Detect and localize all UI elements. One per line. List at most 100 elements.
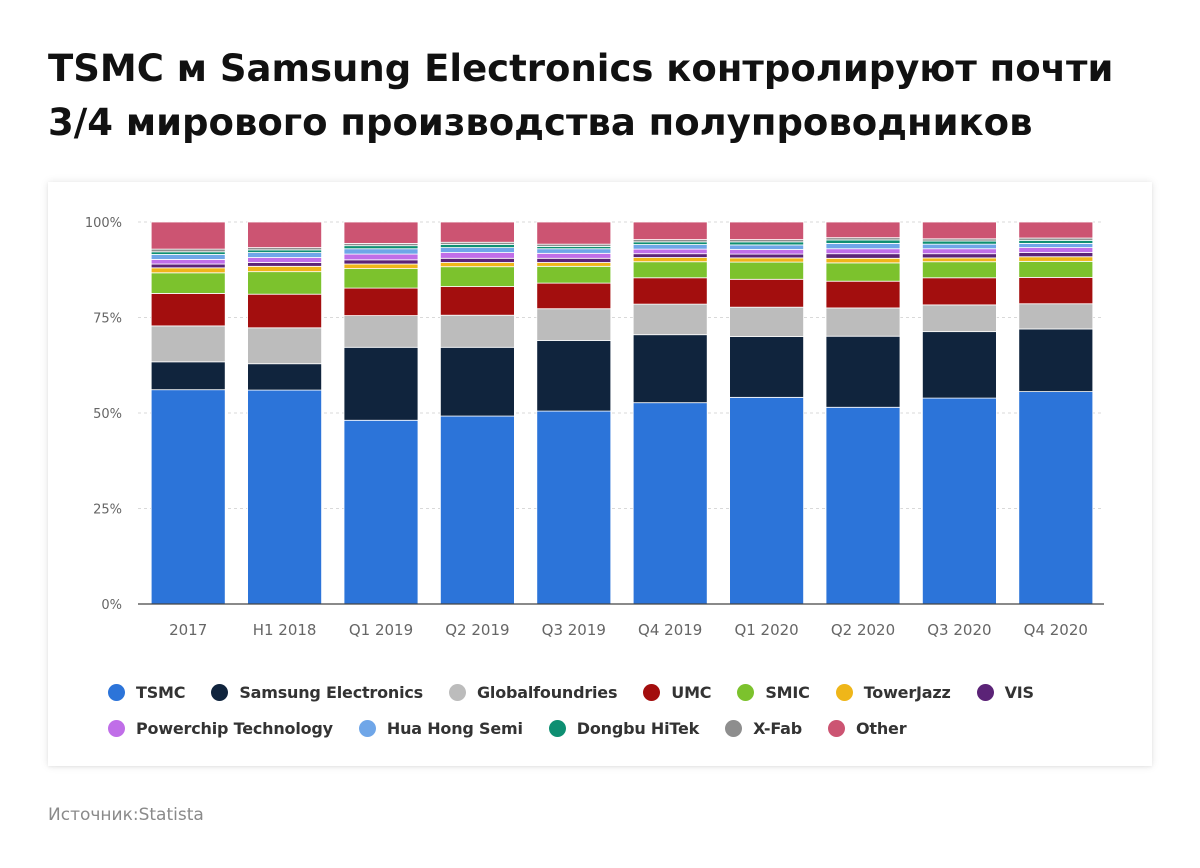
bar-segment: [150, 259, 226, 265]
legend-item[interactable]: Samsung Electronics: [211, 683, 423, 702]
bar-segment: [536, 221, 612, 245]
bar-segment: [150, 325, 226, 363]
x-tick-label: 2017: [169, 621, 207, 639]
bar-segment: [632, 248, 708, 255]
bar-segment: [1018, 260, 1094, 278]
bar-segment: [247, 257, 323, 263]
bar-segment: [922, 397, 997, 605]
bar-segment: [632, 244, 708, 250]
bar-segment: [343, 263, 419, 270]
bar-segment: [439, 252, 515, 259]
bar-segment: [343, 268, 419, 289]
x-tick-label: Q4 2019: [638, 621, 702, 639]
legend-swatch: [108, 719, 125, 737]
legend-swatch: [725, 719, 743, 737]
bar-segment: [247, 271, 323, 295]
legend-item[interactable]: X-Fab: [725, 719, 802, 738]
bar-segment: [632, 221, 708, 240]
bar-segment: [439, 266, 515, 287]
bar-segment: [922, 277, 997, 306]
legend-item[interactable]: Hua Hong Semi: [358, 718, 523, 738]
y-tick-label: 100%: [85, 216, 122, 231]
bar-segment: [922, 304, 997, 333]
bar-segment: [922, 253, 997, 259]
bar-segment: [729, 306, 804, 337]
bar-segment: [922, 240, 997, 245]
bar-segment: [536, 410, 612, 605]
bar-segment: [1018, 239, 1094, 244]
bar-segment: [536, 257, 612, 263]
bar-segment: [922, 243, 997, 250]
legend-label: VIS: [1004, 682, 1034, 702]
legend-item[interactable]: VIS: [976, 682, 1034, 702]
bar-segment: [922, 331, 997, 399]
legend-swatch: [211, 683, 229, 701]
bar-segment: [729, 249, 804, 255]
y-tick-label: 25%: [93, 503, 122, 518]
x-tick-label: H1 2018: [253, 621, 317, 639]
legend-swatch: [835, 683, 853, 701]
bar-segment: [439, 286, 515, 316]
bar-segment: [632, 261, 708, 279]
legend-item[interactable]: Dongbu HiTek: [548, 719, 699, 738]
bar-segment: [343, 346, 419, 421]
bar-segment: [439, 221, 515, 243]
source-note: Источник:Statista: [48, 805, 204, 825]
bar-segment: [536, 265, 612, 284]
legend-item[interactable]: Other: [828, 719, 907, 738]
bar-segment: [439, 257, 515, 263]
bar-segment: [247, 221, 323, 248]
legend-item[interactable]: TowerJazz: [835, 683, 951, 702]
bar-segment: [150, 248, 226, 253]
bar-segment: [632, 253, 708, 258]
legend-item[interactable]: Globalfoundries: [449, 683, 617, 702]
legend-swatch: [737, 683, 755, 701]
bar-segment: [825, 242, 901, 250]
bar-segment: [1018, 303, 1094, 330]
bar-segment: [536, 340, 612, 412]
bar-segment: [536, 252, 612, 259]
bar-segment: [247, 252, 323, 258]
bar-segment: [922, 261, 997, 279]
bar-segment: [729, 241, 804, 246]
y-tick-label: 50%: [93, 407, 122, 422]
bar-segment: [1018, 221, 1094, 239]
stacked-bar-chart: 0% 25% 50% 75% 100% 2017 H1 2018 Q1 2019 Q2 2019…: [85, 216, 1104, 639]
bar-segment: [1018, 328, 1094, 393]
bar-segment: [922, 221, 997, 240]
bar-segment: [1018, 391, 1094, 605]
bar-segment: [150, 263, 226, 269]
legend-swatch: [108, 683, 125, 701]
bar-segment: [1018, 256, 1094, 262]
x-tick-label: Q4 2020: [1024, 621, 1088, 639]
bar-segment: [247, 389, 323, 605]
legend-item[interactable]: Powerchip Technology: [108, 719, 333, 738]
bar-segment: [536, 248, 612, 254]
x-tick-label: Q2 2019: [445, 621, 509, 639]
bar-segment: [632, 277, 708, 305]
bar-segment: [922, 248, 997, 255]
bar-segment: [825, 257, 901, 264]
chart-legend: TSMC Samsung Electronics Globalfoundries UM…: [108, 674, 1138, 746]
legend-item[interactable]: TSMC: [108, 683, 186, 702]
bar-segment: [247, 293, 323, 329]
chart-card: 0% 25% 50% 75% 100% 2017 H1 2018 Q1 2019 Q2 2019…: [48, 182, 1152, 766]
legend-row: Powerchip Technology Hua Hong Semi Dongbu …: [108, 710, 1138, 746]
bar-segment: [439, 346, 515, 417]
legend-label: Hua Hong Semi: [386, 718, 523, 738]
bar-segment: [825, 262, 901, 282]
bar-segment: [632, 241, 708, 245]
bar-segment: [150, 389, 226, 605]
bar-segment: [1018, 276, 1094, 305]
legend-item[interactable]: UMC: [643, 683, 712, 702]
bar-segment: [1018, 242, 1094, 248]
legend-label: Samsung Electronics: [239, 682, 423, 702]
legend-item[interactable]: SMIC: [737, 683, 810, 702]
bar-segment: [1018, 247, 1094, 253]
bar-segment: [825, 253, 901, 259]
bar-segment: [150, 254, 226, 260]
bar-segment: [729, 221, 804, 240]
bar-segment: [343, 419, 419, 605]
legend-swatch: [449, 683, 466, 701]
bar-segment: [247, 363, 323, 391]
